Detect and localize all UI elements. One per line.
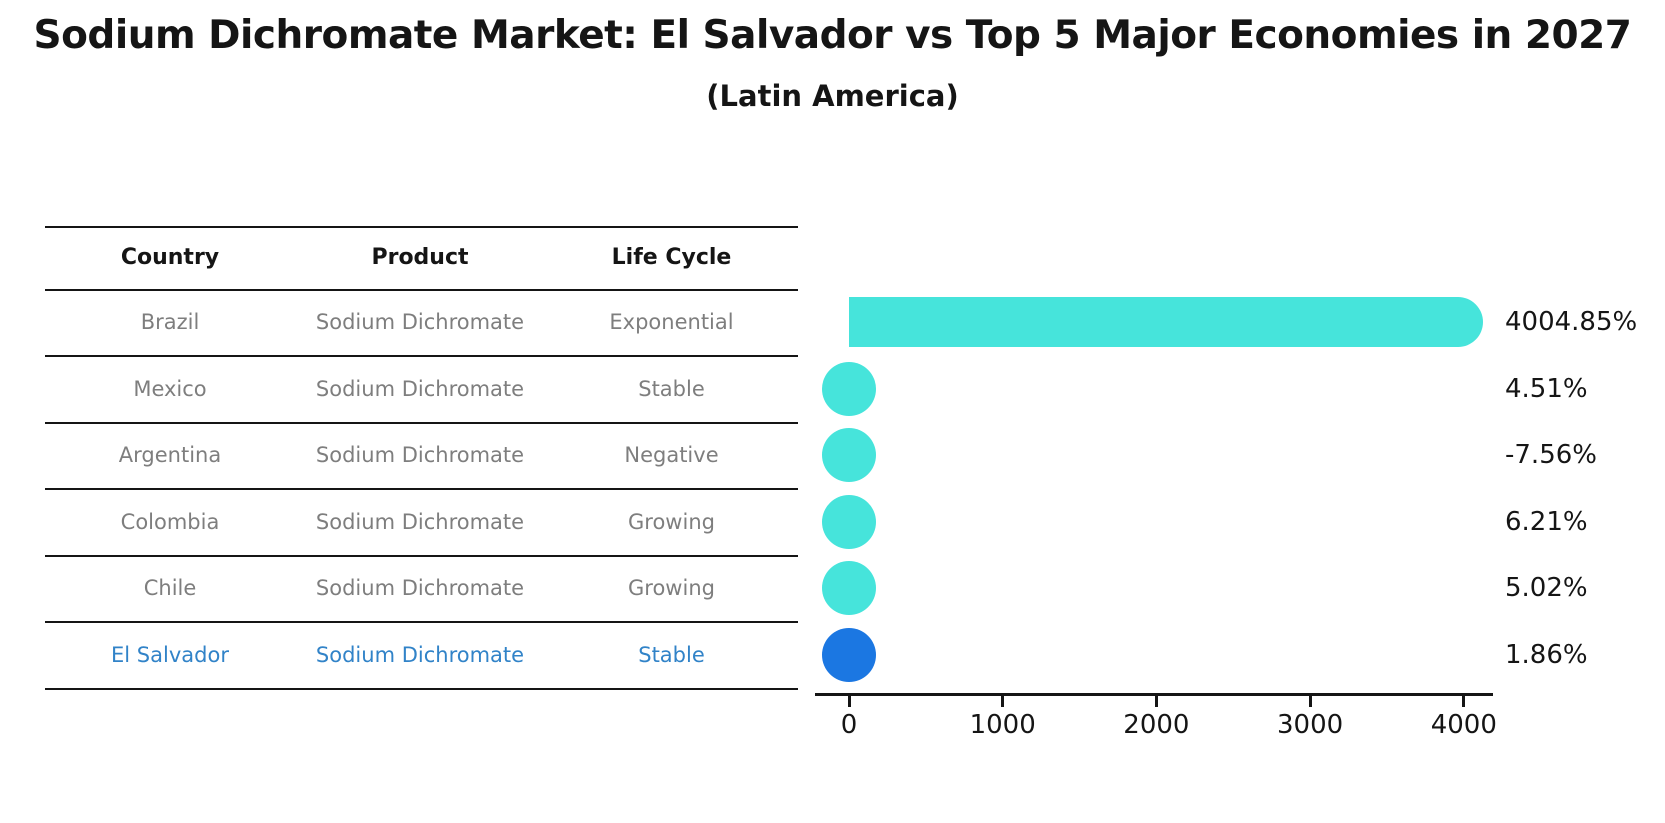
product-cell: Sodium Dichromate <box>315 509 525 534</box>
table-row-argentina: Argentina Sodium Dichromate Negative <box>45 424 798 490</box>
x-axis-tick-label: 2000 <box>1123 710 1190 740</box>
table-header-row: Country Product Life Cycle <box>45 228 798 291</box>
bar-value-label: 4.51% <box>1505 373 1588 404</box>
table-row-el-salvador: El Salvador Sodium Dichromate Stable <box>45 623 798 690</box>
x-axis-tick <box>1154 696 1158 707</box>
table-row-colombia: Colombia Sodium Dichromate Growing <box>45 490 798 557</box>
product-cell: Sodium Dichromate <box>315 642 525 667</box>
product-cell: Sodium Dichromate <box>315 376 525 401</box>
bar-brazil <box>849 297 1483 347</box>
life-cycle-cell: Growing <box>628 576 715 601</box>
table-row-mexico: Mexico Sodium Dichromate Stable <box>45 357 798 424</box>
life-cycle-cell: Negative <box>624 443 719 468</box>
bar-value-label: 5.02% <box>1505 573 1588 603</box>
chart-title: Sodium Dichromate Market: El Salvador vs… <box>33 13 1632 58</box>
bar-colombia <box>822 494 876 549</box>
column-header-product: Product <box>371 245 469 271</box>
life-cycle-cell: Stable <box>638 642 705 667</box>
country-cell: El Salvador <box>111 642 229 667</box>
bar-chile <box>822 561 876 615</box>
x-axis-tick <box>1308 696 1312 707</box>
country-cell: Mexico <box>133 376 207 401</box>
x-axis-tick-label: 0 <box>840 710 858 740</box>
bar-argentina <box>822 428 876 482</box>
bar-value-label: 6.21% <box>1505 506 1588 537</box>
bar-el-salvador <box>822 627 876 682</box>
product-cell: Sodium Dichromate <box>315 443 525 468</box>
bar-mexico <box>822 361 876 416</box>
life-cycle-cell: Exponential <box>609 310 734 335</box>
column-header-life-cycle: Life Cycle <box>611 245 732 271</box>
country-cell: Brazil <box>140 310 200 335</box>
x-axis-tick <box>1462 696 1466 707</box>
column-header-country: Country <box>120 245 220 271</box>
country-cell: Argentina <box>118 443 222 468</box>
x-axis-tick-label: 3000 <box>1277 710 1344 740</box>
bar-value-label: 1.86% <box>1505 639 1588 670</box>
x-axis-tick <box>847 696 851 707</box>
x-axis-line <box>815 693 1493 696</box>
life-cycle-cell: Growing <box>628 509 715 534</box>
table-row-brazil: Brazil Sodium Dichromate Exponential <box>45 291 798 357</box>
country-cell: Colombia <box>120 509 220 534</box>
table-row-chile: Chile Sodium Dichromate Growing <box>45 557 798 623</box>
product-cell: Sodium Dichromate <box>315 310 525 335</box>
product-cell: Sodium Dichromate <box>315 576 525 601</box>
chart-subtitle: (Latin America) <box>706 79 959 113</box>
country-cell: Chile <box>143 576 197 601</box>
x-axis-tick <box>1001 696 1005 707</box>
x-axis-tick-label: 1000 <box>969 710 1036 740</box>
life-cycle-cell: Stable <box>638 376 705 401</box>
bar-value-label: 4004.85% <box>1505 307 1638 337</box>
bar-value-label: -7.56% <box>1505 440 1597 470</box>
country-table: Country Product Life Cycle Brazil Sodium… <box>45 226 798 690</box>
x-axis-tick-label: 4000 <box>1430 710 1497 740</box>
